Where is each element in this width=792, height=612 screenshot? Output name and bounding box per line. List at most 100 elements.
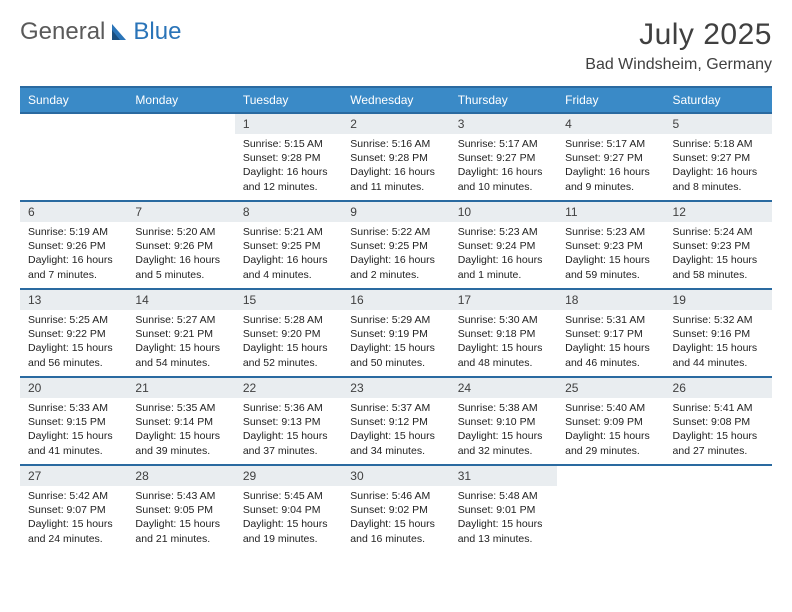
sunrise-line: Sunrise: 5:45 AM: [243, 489, 334, 503]
sunrise-line: Sunrise: 5:30 AM: [458, 313, 549, 327]
day-number: 6: [20, 202, 127, 222]
sunrise-line: Sunrise: 5:29 AM: [350, 313, 441, 327]
week-row: 20Sunrise: 5:33 AMSunset: 9:15 PMDayligh…: [20, 377, 772, 465]
daylight-line: Daylight: 15 hours and 13 minutes.: [458, 517, 549, 545]
sail-icon: [108, 22, 130, 42]
day-body: Sunrise: 5:20 AMSunset: 9:26 PMDaylight:…: [127, 222, 234, 288]
day-cell: 11Sunrise: 5:23 AMSunset: 9:23 PMDayligh…: [557, 201, 664, 289]
week-row: 13Sunrise: 5:25 AMSunset: 9:22 PMDayligh…: [20, 289, 772, 377]
daylight-line: Daylight: 15 hours and 37 minutes.: [243, 429, 334, 457]
brand-part2: Blue: [133, 18, 181, 46]
day-cell: 7Sunrise: 5:20 AMSunset: 9:26 PMDaylight…: [127, 201, 234, 289]
day-body: Sunrise: 5:40 AMSunset: 9:09 PMDaylight:…: [557, 398, 664, 464]
day-body: Sunrise: 5:25 AMSunset: 9:22 PMDaylight:…: [20, 310, 127, 376]
sunset-line: Sunset: 9:05 PM: [135, 503, 226, 517]
day-cell: 15Sunrise: 5:28 AMSunset: 9:20 PMDayligh…: [235, 289, 342, 377]
sunrise-line: Sunrise: 5:37 AM: [350, 401, 441, 415]
daylight-line: Daylight: 15 hours and 21 minutes.: [135, 517, 226, 545]
day-cell: [557, 465, 664, 553]
day-body: Sunrise: 5:19 AMSunset: 9:26 PMDaylight:…: [20, 222, 127, 288]
day-body: Sunrise: 5:35 AMSunset: 9:14 PMDaylight:…: [127, 398, 234, 464]
sunset-line: Sunset: 9:16 PM: [673, 327, 764, 341]
day-body: Sunrise: 5:17 AMSunset: 9:27 PMDaylight:…: [450, 134, 557, 200]
daylight-line: Daylight: 15 hours and 24 minutes.: [28, 517, 119, 545]
daylight-line: Daylight: 15 hours and 59 minutes.: [565, 253, 656, 281]
daylight-line: Daylight: 16 hours and 2 minutes.: [350, 253, 441, 281]
sunrise-line: Sunrise: 5:16 AM: [350, 137, 441, 151]
day-number: 25: [557, 378, 664, 398]
dow-header-cell: Tuesday: [235, 87, 342, 113]
day-number: 24: [450, 378, 557, 398]
daylight-line: Daylight: 15 hours and 34 minutes.: [350, 429, 441, 457]
day-cell: 22Sunrise: 5:36 AMSunset: 9:13 PMDayligh…: [235, 377, 342, 465]
day-body: Sunrise: 5:46 AMSunset: 9:02 PMDaylight:…: [342, 486, 449, 552]
day-number: 30: [342, 466, 449, 486]
day-body: Sunrise: 5:27 AMSunset: 9:21 PMDaylight:…: [127, 310, 234, 376]
day-number: 29: [235, 466, 342, 486]
day-number: 19: [665, 290, 772, 310]
day-number: 8: [235, 202, 342, 222]
sunrise-line: Sunrise: 5:32 AM: [673, 313, 764, 327]
day-cell: 19Sunrise: 5:32 AMSunset: 9:16 PMDayligh…: [665, 289, 772, 377]
sunset-line: Sunset: 9:23 PM: [673, 239, 764, 253]
sunset-line: Sunset: 9:12 PM: [350, 415, 441, 429]
sunset-line: Sunset: 9:15 PM: [28, 415, 119, 429]
day-number: 3: [450, 114, 557, 134]
day-number: 23: [342, 378, 449, 398]
daylight-line: Daylight: 15 hours and 27 minutes.: [673, 429, 764, 457]
day-body: Sunrise: 5:36 AMSunset: 9:13 PMDaylight:…: [235, 398, 342, 464]
day-number: 21: [127, 378, 234, 398]
sunrise-line: Sunrise: 5:15 AM: [243, 137, 334, 151]
brand-logo: General Blue: [20, 18, 181, 46]
day-cell: 10Sunrise: 5:23 AMSunset: 9:24 PMDayligh…: [450, 201, 557, 289]
day-body: Sunrise: 5:33 AMSunset: 9:15 PMDaylight:…: [20, 398, 127, 464]
daylight-line: Daylight: 15 hours and 44 minutes.: [673, 341, 764, 369]
day-cell: 28 Sunrise: 5:43 AMSunset: 9:05 PMDayligh…: [127, 465, 234, 553]
sunset-line: Sunset: 9:23 PM: [565, 239, 656, 253]
day-body: Sunrise: 5:37 AMSunset: 9:12 PMDaylight:…: [342, 398, 449, 464]
daylight-line: Daylight: 15 hours and 58 minutes.: [673, 253, 764, 281]
day-cell: [20, 113, 127, 201]
daylight-line: Daylight: 15 hours and 52 minutes.: [243, 341, 334, 369]
week-row: 6Sunrise: 5:19 AMSunset: 9:26 PMDaylight…: [20, 201, 772, 289]
day-number: 4: [557, 114, 664, 134]
sunrise-line: Sunrise: 5:18 AM: [673, 137, 764, 151]
sunrise-line: Sunrise: 5:46 AM: [350, 489, 441, 503]
day-body: Sunrise: 5:15 AMSunset: 9:28 PMDaylight:…: [235, 134, 342, 200]
sunset-line: Sunset: 9:19 PM: [350, 327, 441, 341]
page-subtitle: Bad Windsheim, Germany: [585, 56, 772, 74]
sunrise-line: Sunrise: 5:42 AM: [28, 489, 119, 503]
day-number: 16: [342, 290, 449, 310]
sunset-line: Sunset: 9:18 PM: [458, 327, 549, 341]
sunset-line: Sunset: 9:14 PM: [135, 415, 226, 429]
day-cell: 14Sunrise: 5:27 AMSunset: 9:21 PMDayligh…: [127, 289, 234, 377]
dow-header-cell: Saturday: [665, 87, 772, 113]
day-cell: 21Sunrise: 5:35 AMSunset: 9:14 PMDayligh…: [127, 377, 234, 465]
dow-header-cell: Sunday: [20, 87, 127, 113]
day-cell: 26Sunrise: 5:41 AMSunset: 9:08 PMDayligh…: [665, 377, 772, 465]
day-body: Sunrise: 5:45 AMSunset: 9:04 PMDaylight:…: [235, 486, 342, 552]
day-cell: 3Sunrise: 5:17 AMSunset: 9:27 PMDaylight…: [450, 113, 557, 201]
day-cell: 18Sunrise: 5:31 AMSunset: 9:17 PMDayligh…: [557, 289, 664, 377]
day-cell: 12Sunrise: 5:24 AMSunset: 9:23 PMDayligh…: [665, 201, 772, 289]
sunrise-line: Sunrise: 5:41 AM: [673, 401, 764, 415]
sunrise-line: Sunrise: 5:43 AM: [135, 489, 226, 503]
day-cell: 29Sunrise: 5:45 AMSunset: 9:04 PMDayligh…: [235, 465, 342, 553]
sunset-line: Sunset: 9:17 PM: [565, 327, 656, 341]
day-number: 11: [557, 202, 664, 222]
day-body: Sunrise: 5:23 AMSunset: 9:23 PMDaylight:…: [557, 222, 664, 288]
day-number: 28: [127, 466, 234, 486]
sunset-line: Sunset: 9:25 PM: [350, 239, 441, 253]
day-body: Sunrise: 5:32 AMSunset: 9:16 PMDaylight:…: [665, 310, 772, 376]
day-cell: 27Sunrise: 5:42 AMSunset: 9:07 PMDayligh…: [20, 465, 127, 553]
day-number: 12: [665, 202, 772, 222]
sunset-line: Sunset: 9:27 PM: [565, 151, 656, 165]
day-body: Sunrise: 5:22 AMSunset: 9:25 PMDaylight:…: [342, 222, 449, 288]
sunrise-line: Sunrise: 5:23 AM: [565, 225, 656, 239]
day-number: 15: [235, 290, 342, 310]
brand-part1: General: [20, 18, 105, 46]
calendar-table: SundayMondayTuesdayWednesdayThursdayFrid…: [20, 86, 772, 553]
daylight-line: Daylight: 16 hours and 7 minutes.: [28, 253, 119, 281]
day-cell: 17Sunrise: 5:30 AMSunset: 9:18 PMDayligh…: [450, 289, 557, 377]
sunset-line: Sunset: 9:26 PM: [28, 239, 119, 253]
